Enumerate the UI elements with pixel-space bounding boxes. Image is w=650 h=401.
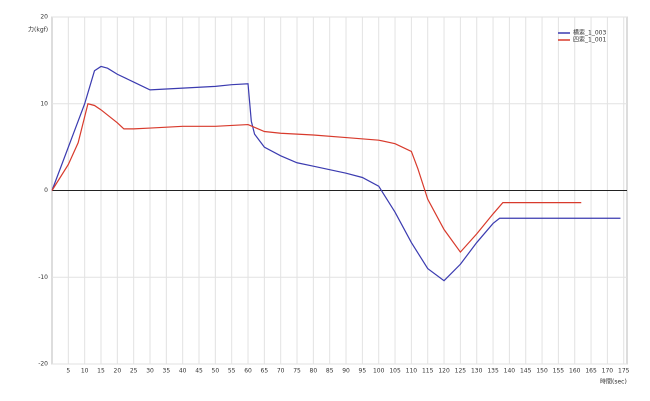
x-tick-label: 30 bbox=[146, 368, 154, 375]
x-tick-label: 60 bbox=[244, 368, 252, 375]
x-tick-label: 175 bbox=[618, 368, 630, 375]
y-tick-label: 0 bbox=[44, 187, 48, 194]
y-tick-label: 10 bbox=[40, 100, 48, 107]
x-axis-label: 時間(sec) bbox=[600, 378, 627, 386]
x-tick-label: 50 bbox=[212, 368, 220, 375]
x-tick-label: 155 bbox=[553, 368, 565, 375]
x-tick-label: 70 bbox=[277, 368, 285, 375]
y-tick-label: -20 bbox=[38, 361, 48, 368]
x-tick-label: 110 bbox=[406, 368, 418, 375]
x-tick-label: 40 bbox=[179, 368, 187, 375]
x-tick-label: 10 bbox=[81, 368, 89, 375]
x-tick-label: 45 bbox=[195, 368, 203, 375]
x-tick-label: 95 bbox=[359, 368, 367, 375]
legend bbox=[555, 27, 615, 47]
legend-label: 四索_1_001 bbox=[573, 36, 606, 44]
x-tick-label: 55 bbox=[228, 368, 236, 375]
x-tick-label: 140 bbox=[504, 368, 516, 375]
x-tick-label: 105 bbox=[389, 368, 401, 375]
x-tick-label: 115 bbox=[422, 368, 434, 375]
x-tick-label: 35 bbox=[163, 368, 171, 375]
x-tick-label: 20 bbox=[114, 368, 122, 375]
x-tick-label: 85 bbox=[326, 368, 334, 375]
x-tick-label: 150 bbox=[536, 368, 548, 375]
x-tick-label: 125 bbox=[455, 368, 467, 375]
x-tick-label: 135 bbox=[487, 368, 499, 375]
x-tick-label: 170 bbox=[602, 368, 614, 375]
x-tick-label: 15 bbox=[97, 368, 105, 375]
x-tick-label: 120 bbox=[438, 368, 450, 375]
x-tick-label: 90 bbox=[342, 368, 350, 375]
x-tick-label: 80 bbox=[310, 368, 318, 375]
x-tick-label: 25 bbox=[130, 368, 138, 375]
x-tick-label: 5 bbox=[66, 368, 70, 375]
x-tick-label: 130 bbox=[471, 368, 483, 375]
y-axis-label: 力(kgf) bbox=[28, 26, 48, 34]
x-tick-label: 100 bbox=[373, 368, 385, 375]
y-tick-label: 20 bbox=[40, 14, 48, 21]
y-tick-label: -10 bbox=[38, 274, 48, 281]
legend-label: 横索_1_003 bbox=[573, 29, 606, 37]
series-line bbox=[51, 103, 582, 254]
x-tick-label: 145 bbox=[520, 368, 532, 375]
series-line bbox=[51, 65, 621, 282]
x-tick-label: 65 bbox=[261, 368, 269, 375]
x-tick-label: 160 bbox=[569, 368, 581, 375]
x-tick-label: 75 bbox=[293, 368, 301, 375]
x-tick-label: 165 bbox=[585, 368, 597, 375]
